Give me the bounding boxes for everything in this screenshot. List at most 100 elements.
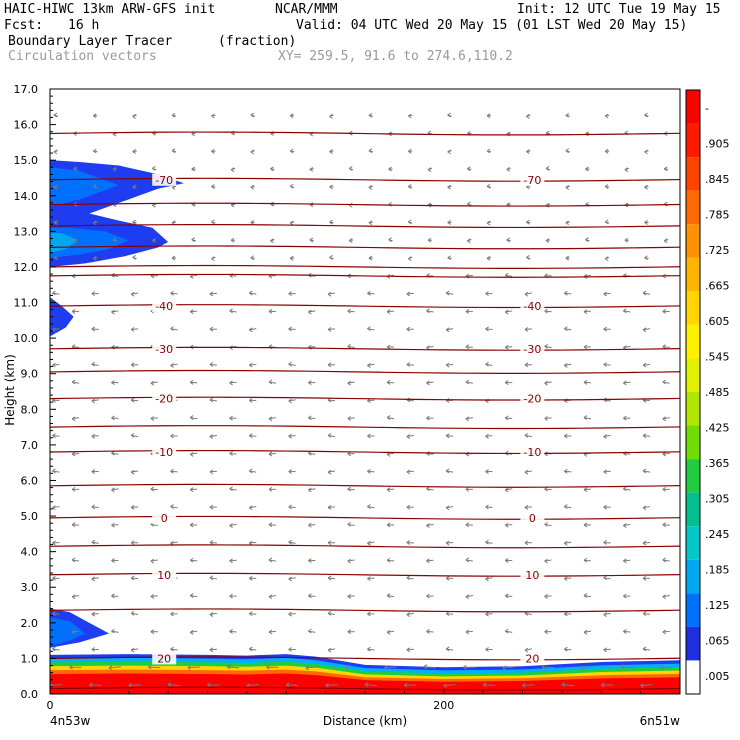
temperature-contour [50, 545, 680, 548]
vector-shaft [542, 667, 554, 668]
contour-label: -70 [523, 174, 541, 187]
colorbar-label: .485 [705, 386, 730, 399]
colorbar-label: .725 [705, 244, 730, 257]
contour-label: -30 [155, 343, 173, 356]
y-tick-label: 1.0 [21, 652, 39, 665]
colorbar-label: .005 [705, 670, 730, 683]
vector-shaft [89, 685, 101, 686]
contour-label: 20 [525, 652, 539, 665]
contour-label: 0 [161, 512, 168, 525]
contour-label: -20 [155, 393, 173, 406]
contour-label: 0 [529, 512, 536, 525]
vector-shaft [286, 685, 298, 686]
colorbar-swatch [686, 291, 700, 325]
temperature-contour--10 [50, 451, 680, 454]
y-tick-label: 11.0 [14, 297, 39, 310]
colorbar-label: .845 [705, 173, 730, 186]
vector-shaft [581, 667, 593, 668]
y-tick-label: 0.0 [21, 688, 39, 701]
vector-shaft [345, 667, 357, 668]
vector-shaft [188, 667, 200, 668]
colorbar-swatch [686, 526, 700, 560]
colorbar: - .905 .845 .785 .725 .665 .605 .545 .485 .425 .36… [686, 90, 730, 694]
colorbar-swatch [686, 426, 700, 460]
vector-shaft [148, 667, 160, 668]
colorbar-swatch [686, 627, 700, 661]
contour-label: -40 [523, 300, 541, 313]
colorbar-swatch [686, 593, 700, 627]
y-tick-label: 12.0 [14, 261, 39, 274]
colorbar-label: .785 [705, 208, 730, 221]
colorbar-label: .185 [705, 564, 730, 577]
temperature-contours: -70 -70 -40 -40 -30 -30 -20 -20 -10 -10 0 0 10 10 20 20 [50, 132, 680, 690]
circulation-vectors [50, 113, 672, 688]
x-tick-label: 0 [47, 699, 54, 712]
temperature-contour--20 [50, 397, 680, 400]
contour-label: -40 [155, 300, 173, 313]
colorbar-swatch [686, 124, 700, 158]
colorbar-label: .605 [705, 315, 730, 328]
y-axis-label: Height (km) [3, 354, 17, 425]
x-right-location: 6n51w [640, 714, 681, 728]
contour-label: 10 [157, 569, 171, 582]
colorbar-swatch [686, 258, 700, 292]
vector-shaft [483, 685, 495, 686]
y-tick-label: 13.0 [14, 225, 39, 238]
colorbar-swatch [686, 325, 700, 359]
colorbar-label: .365 [705, 457, 730, 470]
contour-label: -10 [155, 446, 173, 459]
contour-label: -10 [523, 446, 541, 459]
y-tick-label: 14.0 [14, 190, 39, 203]
x-tick-label: 200 [433, 699, 454, 712]
vector-shaft [385, 667, 397, 668]
temperature-contour [50, 609, 680, 612]
colorbar-swatch [686, 392, 700, 426]
colorbar-swatch [686, 493, 700, 527]
vector-shaft [129, 685, 141, 686]
colorbar-label: .425 [705, 422, 730, 435]
temperature-contour-0 [50, 516, 680, 519]
colorbar-swatch [686, 224, 700, 258]
colorbar-label: .905 [705, 137, 730, 150]
x-left-location: 4n53w [50, 714, 91, 728]
colorbar-swatch [686, 191, 700, 225]
y-tick-label: 15.0 [14, 154, 39, 167]
colorbar-label: .065 [705, 635, 730, 648]
y-tick-label: 2.0 [21, 617, 39, 630]
y-tick-label: 8.0 [21, 403, 39, 416]
contour-label: -30 [523, 343, 541, 356]
y-tick-label: 5.0 [21, 510, 39, 523]
temperature-contour [50, 484, 680, 487]
temperature-contour-10 [50, 573, 680, 576]
y-tick-label: 7.0 [21, 439, 39, 452]
y-tick-label: 17.0 [14, 83, 39, 96]
temperature-contour [50, 266, 680, 269]
y-tick-label: 10.0 [14, 332, 39, 345]
colorbar-swatch [686, 90, 700, 124]
y-tick-label: 3.0 [21, 581, 39, 594]
contour-label: 20 [157, 652, 171, 665]
colorbar-swatch [686, 358, 700, 392]
vector-shaft [326, 685, 338, 686]
colorbar-label: .125 [705, 599, 730, 612]
y-tick-label: 9.0 [21, 368, 39, 381]
colorbar-swatch [686, 157, 700, 191]
temperature-contour [50, 426, 680, 429]
temperature-contour [50, 371, 680, 374]
colorbar-label: .305 [705, 493, 730, 506]
colorbar-swatch [686, 560, 700, 594]
colorbar-swatch [686, 459, 700, 493]
colorbar-label: .665 [705, 279, 730, 292]
colorbar-swatch [686, 660, 700, 694]
colorbar-label: .545 [705, 350, 730, 363]
contour-label: 10 [525, 569, 539, 582]
contour-label: -20 [523, 393, 541, 406]
contour-label: -70 [155, 174, 173, 187]
vector-shaft [522, 685, 534, 686]
colorbar-label: - [705, 102, 709, 115]
y-tick-label: 4.0 [21, 546, 39, 559]
temperature-contour--40 [50, 305, 680, 308]
colorbar-label: .245 [705, 528, 730, 541]
x-axis-label: Distance (km) [323, 714, 407, 728]
